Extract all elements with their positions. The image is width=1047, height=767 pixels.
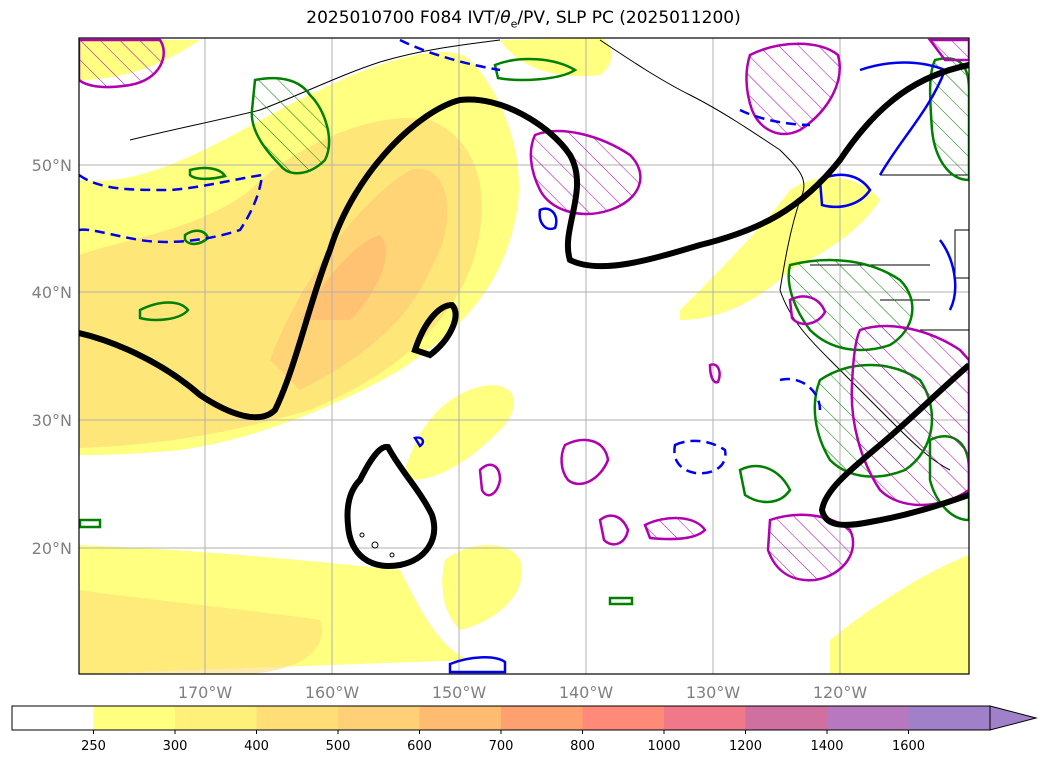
lon-label-150w: 150°W [432,683,487,702]
ivt-shading [79,38,969,674]
longitude-labels: 170°W 160°W 150°W 140°W 130°W 120°W [178,683,868,702]
colorbar-tick-label: 300 [163,739,188,754]
colorbar-segment [93,706,176,730]
colorbar-segment [256,706,339,730]
colorbar-tick-label: 700 [489,739,514,754]
map-frame [78,37,970,675]
colorbar-tick-label: 600 [407,739,432,754]
colorbar-tick-label: 1600 [892,739,925,754]
colorbar-segment [175,706,257,730]
colorbar-tick-label: 500 [326,739,351,754]
colorbar-tick-label: 1400 [810,739,843,754]
colorbar-segment [827,706,909,730]
map-title: 2025010700 F084 IVT/θe/PV, SLP PC (20250… [306,8,741,31]
colorbar-extend-arrow [989,705,1038,731]
colorbar-segment [582,706,665,730]
colorbar-segment [419,706,502,730]
colorbar-segment [908,706,991,730]
lon-label-160w: 160°W [305,683,360,702]
colorbar-segment [338,706,420,730]
colorbar-segment [664,706,746,730]
colorbar-segment [501,706,583,730]
lon-label-140w: 140°W [559,683,614,702]
colorbar-segment [745,706,828,730]
latitude-labels: 50°N 40°N 30°N 20°N [32,156,72,558]
lat-label-40n: 40°N [32,283,72,302]
colorbar-tick-label: 800 [570,739,595,754]
colorbar-tick-label: 250 [81,739,106,754]
colorbar-tick-label: 400 [244,739,269,754]
colorbar-tick-label: 1000 [647,739,680,754]
map-panel [79,38,969,674]
colorbar-segment [12,706,94,730]
colorbar-tick-label: 1200 [729,739,762,754]
slp-pc-contours [79,62,969,569]
lat-label-20n: 20°N [32,539,72,558]
theta-e-negative-contours [79,38,957,674]
lat-label-50n: 50°N [32,156,72,175]
ivt-colorbar: 250 300 400 500 600 700 800 1000 1200 1400 1600 [11,705,1038,754]
lon-label-170w: 170°W [178,683,233,702]
lon-label-130w: 130°W [686,683,741,702]
lon-label-120w: 120°W [813,683,868,702]
lat-label-30n: 30°N [32,411,72,430]
